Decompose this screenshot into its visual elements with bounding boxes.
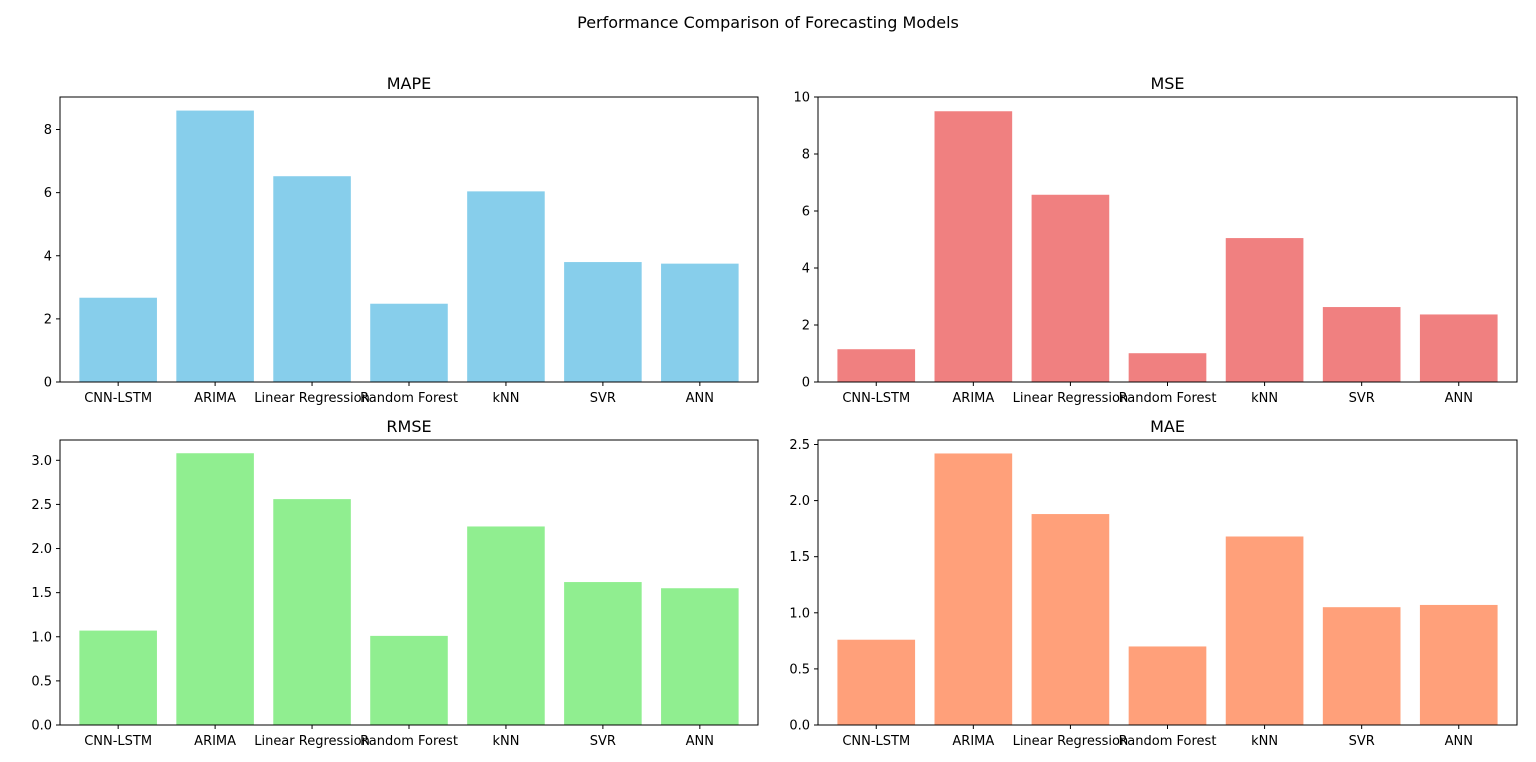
mape-xtick-label: Linear Regression <box>254 391 370 406</box>
mae-bar-2 <box>1031 514 1110 725</box>
rmse-bar-2 <box>273 499 351 725</box>
mse-xtick-label: CNN-LSTM <box>842 391 910 406</box>
mape-bar-0 <box>79 297 157 382</box>
mape-bar-6 <box>661 263 739 382</box>
rmse-xtick-label: Linear Regression <box>254 734 370 749</box>
mape-bar-5 <box>564 262 642 382</box>
mae-bar-3 <box>1128 646 1207 725</box>
rmse-bar-0 <box>79 630 157 725</box>
mape-title: MAPE <box>387 74 432 93</box>
mae-bar-0 <box>837 639 916 725</box>
mae-xtick-label: Random Forest <box>1119 734 1217 749</box>
rmse-bar-4 <box>467 526 545 725</box>
mape-bar-3 <box>370 303 448 382</box>
rmse-bar-5 <box>564 582 642 725</box>
mse-bar-0 <box>837 349 916 382</box>
rmse-bar-3 <box>370 635 448 725</box>
rmse-ytick-label: 2.5 <box>31 498 52 513</box>
rmse-ytick-label: 1.0 <box>31 630 52 645</box>
mape-ytick-label: 6 <box>44 186 52 201</box>
mae-ytick-label: 2.5 <box>789 438 810 453</box>
mae-xtick-label: kNN <box>1251 734 1278 749</box>
rmse-ytick-label: 0.0 <box>31 719 52 734</box>
mape-xtick-label: ANN <box>686 391 714 406</box>
mape-bar-2 <box>273 176 351 382</box>
mse-bar-6 <box>1419 314 1498 382</box>
mae-ytick-label: 1.0 <box>789 606 810 621</box>
mse-ytick-label: 6 <box>802 205 810 220</box>
mse-bar-2 <box>1031 194 1110 382</box>
mae-ytick-label: 0.5 <box>789 662 810 677</box>
mse-title: MSE <box>1150 74 1184 93</box>
rmse-xtick-label: CNN-LSTM <box>84 734 152 749</box>
rmse-ytick-label: 1.5 <box>31 586 52 601</box>
mape-ytick-label: 0 <box>44 376 52 391</box>
rmse-ytick-label: 2.0 <box>31 542 52 557</box>
mape-xtick-label: CNN-LSTM <box>84 391 152 406</box>
mse-bar-1 <box>934 111 1013 382</box>
mape-xtick-label: kNN <box>492 391 519 406</box>
mse-ytick-label: 0 <box>802 376 810 391</box>
mse-axes-frame <box>817 96 1518 383</box>
mse-ytick-label: 10 <box>793 91 810 106</box>
mae-title: MAE <box>1150 417 1185 436</box>
mape-xtick-label: SVR <box>590 391 616 406</box>
mse-bar-4 <box>1225 238 1304 382</box>
mse-xtick-label: SVR <box>1349 391 1375 406</box>
rmse-bar-6 <box>661 588 739 725</box>
mae-xtick-label: ANN <box>1445 734 1473 749</box>
mae-xtick-label: CNN-LSTM <box>842 734 910 749</box>
mse-ytick-label: 4 <box>802 262 810 277</box>
mape-bar-4 <box>467 191 545 382</box>
mape-ytick-label: 8 <box>44 123 52 138</box>
mape-xtick-label: Random Forest <box>360 391 458 406</box>
rmse-ytick-label: 3.0 <box>31 454 52 469</box>
mae-panel: MAE 0.0 0.5 1.0 1.5 2.0 2.5 CNN-LSTM ARIMA Linear… <box>789 417 1518 749</box>
mape-bar-1 <box>176 110 254 383</box>
mape-ytick-label: 4 <box>44 249 52 264</box>
mae-bar-1 <box>934 453 1013 725</box>
mae-bar-6 <box>1419 604 1498 725</box>
mape-panel: MAPE 0 2 4 6 8 CNN-LSTM ARIMA Linear RegressionR… <box>44 74 759 406</box>
mae-bar-4 <box>1225 536 1304 725</box>
rmse-xtick-label: Random Forest <box>360 734 458 749</box>
mae-ytick-label: 0.0 <box>789 719 810 734</box>
mae-ytick-label: 2.0 <box>789 494 810 509</box>
mse-ytick-label: 2 <box>802 319 810 334</box>
mae-ytick-label: 1.5 <box>789 550 810 565</box>
rmse-bar-1 <box>176 453 254 725</box>
mse-xtick-label: kNN <box>1251 391 1278 406</box>
rmse-ytick-label: 0.5 <box>31 674 52 689</box>
figure-title: Performance Comparison of Forecasting Mo… <box>577 13 959 32</box>
rmse-xtick-label: ARIMA <box>194 734 236 749</box>
mape-xtick-label: ARIMA <box>194 391 236 406</box>
rmse-xtick-label: kNN <box>492 734 519 749</box>
rmse-panel: RMSE 0.0 0.5 1.0 1.5 2.0 2.5 3.0 CNN-LSTM ARIMA Li… <box>31 417 759 749</box>
mse-xtick-label: ARIMA <box>952 391 994 406</box>
rmse-xtick-label: ANN <box>686 734 714 749</box>
mse-ytick-label: 8 <box>802 148 810 163</box>
mse-xtick-label: ANN <box>1445 391 1473 406</box>
mse-xtick-label: Random Forest <box>1119 391 1217 406</box>
mse-bar-3 <box>1128 353 1207 382</box>
mse-panel: MSE 0 2 4 6 8 10 CNN-LSTM ARIMA Linear Regression… <box>793 74 1518 406</box>
mse-bar-5 <box>1322 307 1401 382</box>
mae-xtick-label: Linear Regression <box>1013 734 1129 749</box>
mae-xtick-label: SVR <box>1349 734 1375 749</box>
mae-bar-5 <box>1322 607 1401 725</box>
mse-xtick-label: Linear Regression <box>1013 391 1129 406</box>
mae-xtick-label: ARIMA <box>952 734 994 749</box>
rmse-title: RMSE <box>386 417 431 436</box>
rmse-xtick-label: SVR <box>590 734 616 749</box>
mape-ytick-label: 2 <box>44 312 52 327</box>
